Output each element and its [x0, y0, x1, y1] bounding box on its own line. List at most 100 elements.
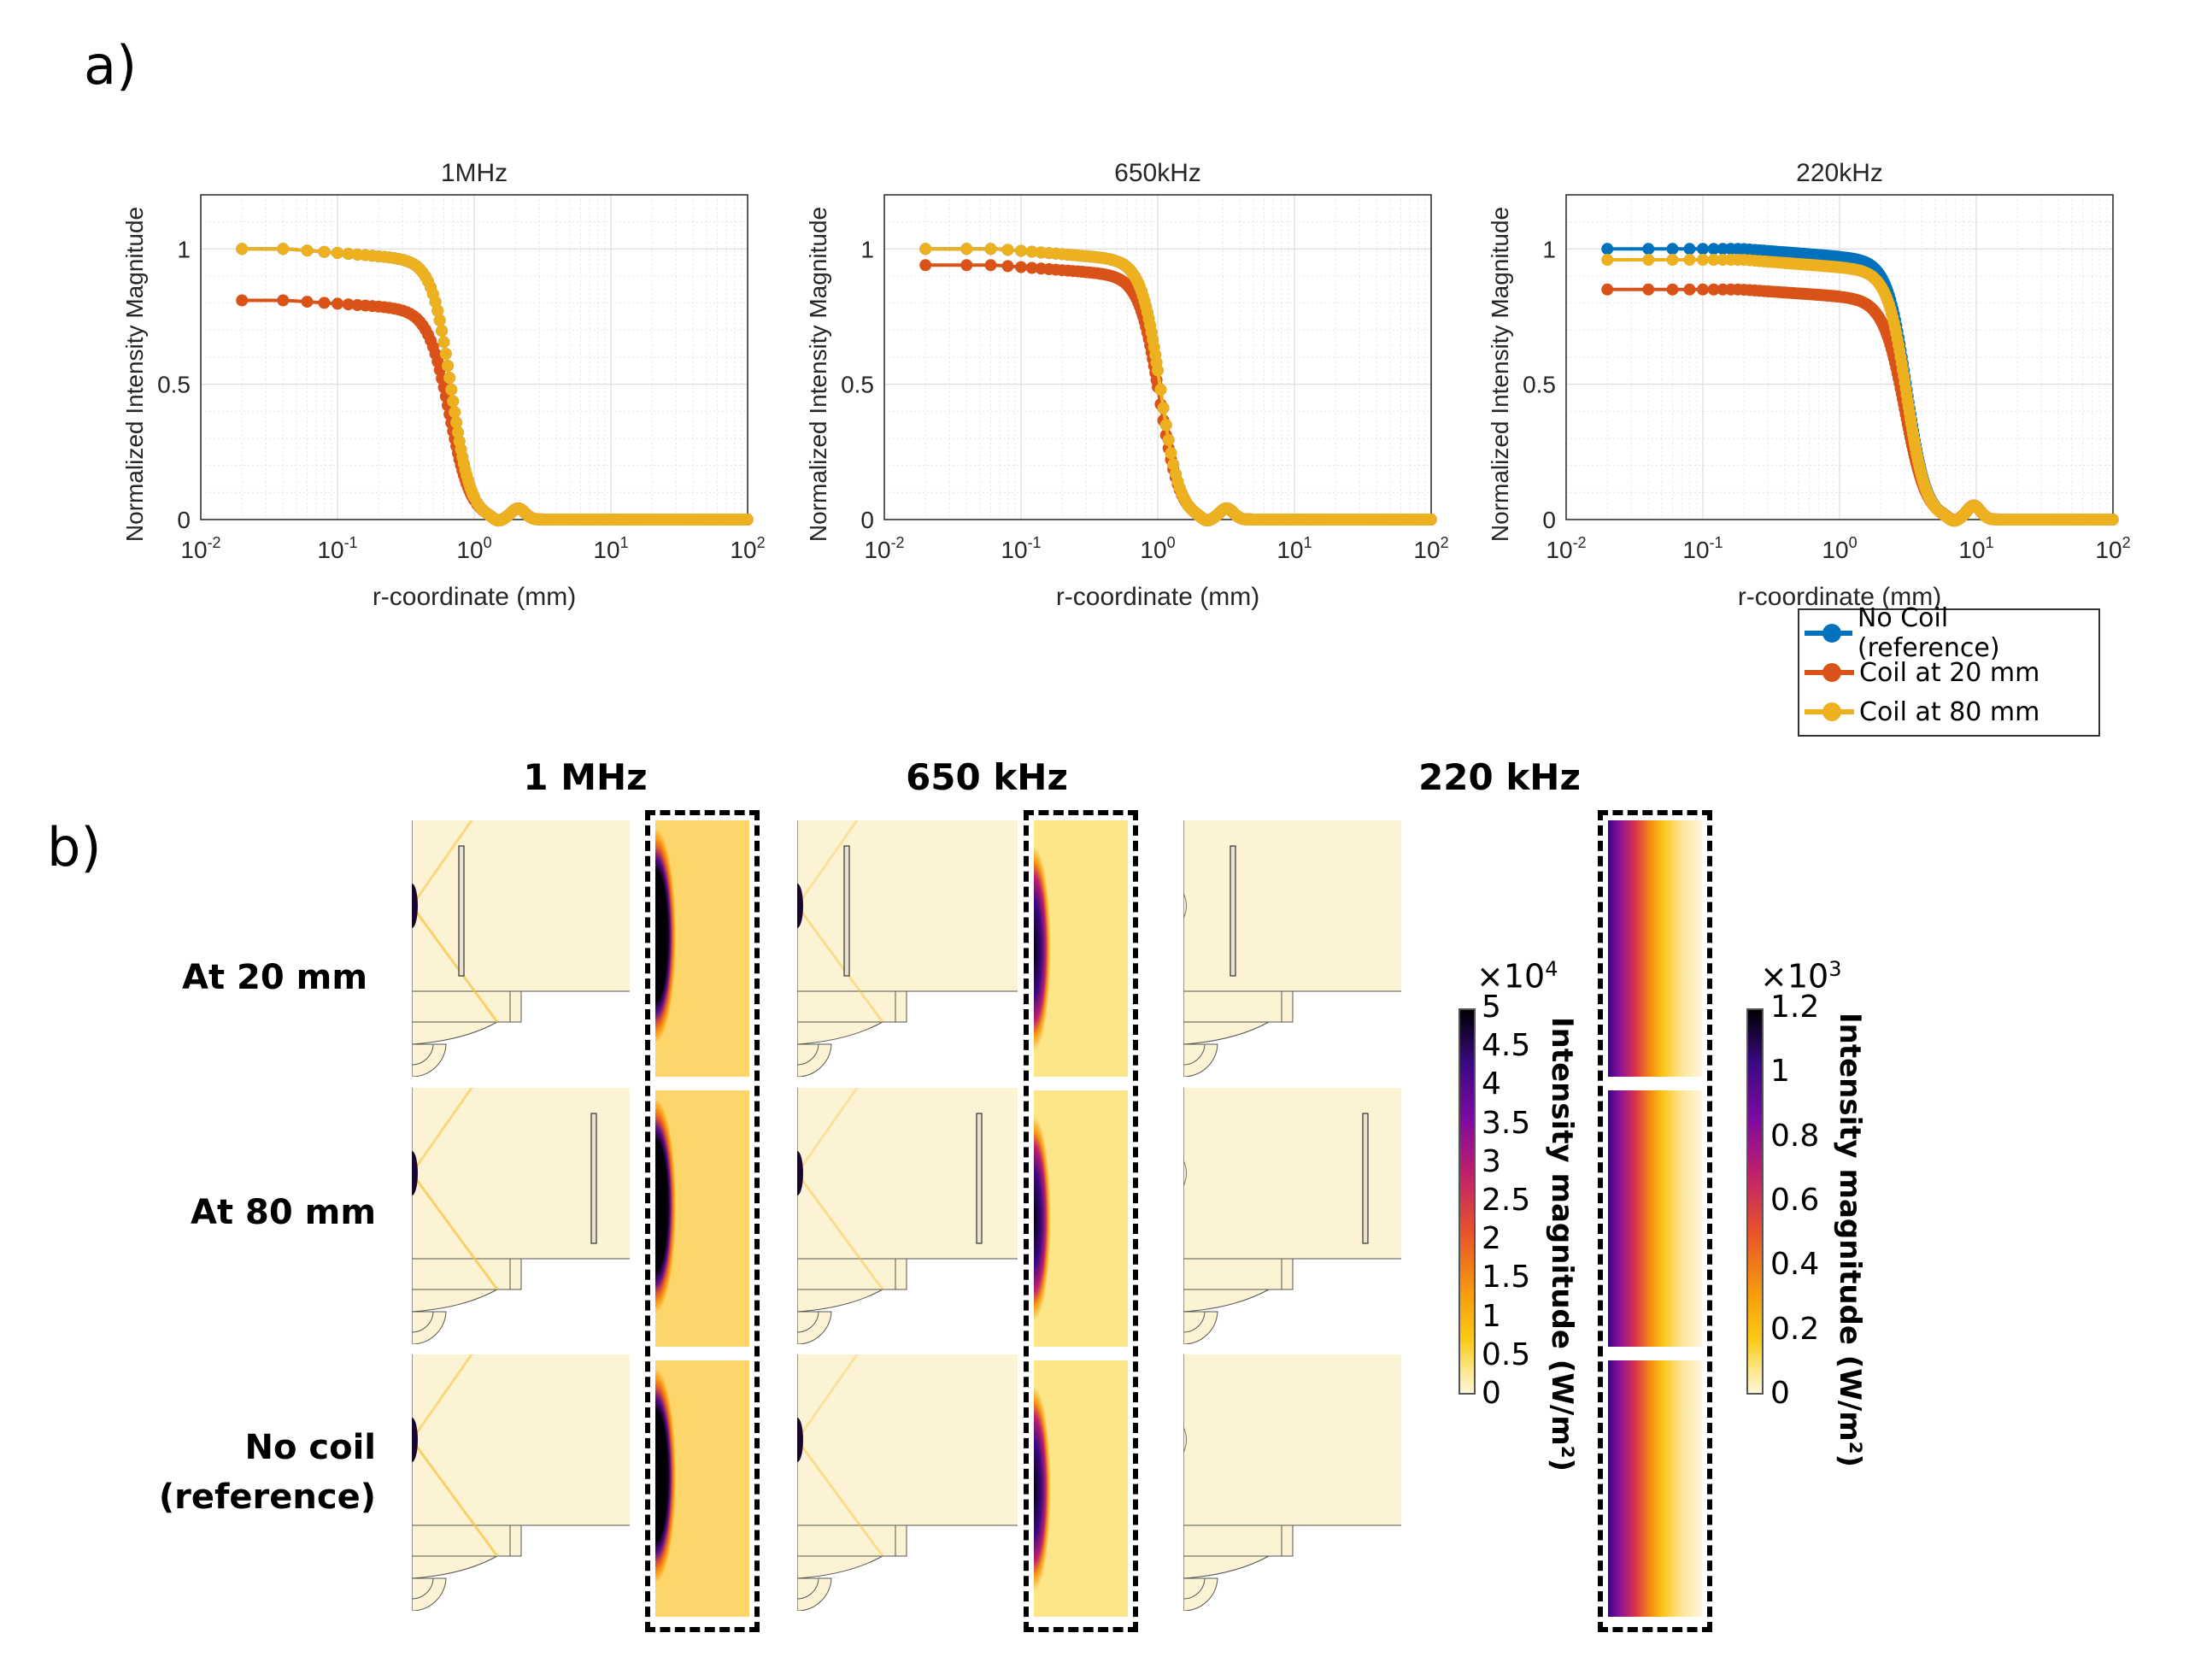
- data-point: [1642, 283, 1655, 296]
- transducer-housing: [412, 1524, 522, 1557]
- coil: [843, 845, 850, 977]
- transducer-housing: [412, 990, 522, 1023]
- colorbar-tick-label: 0.6: [1770, 1183, 1820, 1218]
- y-tick-label: 0: [860, 507, 874, 533]
- row-label-no-coil: No coil (reference): [158, 1428, 376, 1517]
- data-point: [1167, 458, 1180, 471]
- simulation-geometry-panel: [412, 1088, 630, 1344]
- legend-item-coil-20: Coil at 20 mm: [1805, 653, 2090, 692]
- focal-outline: [1183, 892, 1187, 919]
- simulation-geometry-panel: [797, 1088, 1018, 1344]
- transducer-element: [1183, 1311, 1218, 1344]
- x-tick-label: 10-1: [1001, 534, 1041, 563]
- beam-line: [797, 905, 884, 1023]
- transducer-housing: [797, 1524, 907, 1557]
- geometry-svg: [797, 1354, 1018, 1611]
- data-point: [301, 296, 314, 308]
- data-point: [431, 304, 444, 317]
- data-point: [447, 395, 460, 408]
- x-tick-label: 10-1: [1682, 534, 1723, 563]
- colorbar-1-exponent: ×104: [1476, 957, 1558, 996]
- x-axis-label: r-coordinate (mm): [373, 583, 576, 611]
- geometry-svg: [412, 820, 630, 1077]
- data-point: [342, 248, 355, 260]
- x-tick-label: 10-2: [864, 534, 904, 563]
- data-point: [332, 247, 343, 259]
- zoom-intensity-map: [1034, 1090, 1128, 1347]
- colorbar-tick-label: 4: [1482, 1066, 1501, 1102]
- data-point: [1001, 244, 1014, 256]
- colorbar-1: [1458, 1008, 1476, 1395]
- series-coil_80: [919, 243, 1437, 527]
- colorbar-tick-label: 4.5: [1482, 1028, 1531, 1064]
- geometry-svg: [797, 1088, 1018, 1344]
- colorbar-tick-label: 0.8: [1770, 1118, 1820, 1154]
- coil: [458, 845, 465, 977]
- zoom-column-1mhz: [645, 810, 760, 1632]
- data-point: [433, 314, 446, 326]
- transducer-element: [1183, 1043, 1218, 1077]
- beam-line: [412, 1354, 473, 1441]
- transducer-lens: [412, 1555, 498, 1579]
- chart-650khz: 650kHz 0 0.5 1 10-2 10-1 100 101 102 r-coordinate…: [805, 159, 1449, 611]
- data-point: [1642, 254, 1655, 266]
- colorbar-tick-label: 3.5: [1482, 1105, 1531, 1141]
- data-point: [1001, 260, 1014, 273]
- colorbar-tick-label: 2.5: [1482, 1183, 1531, 1218]
- data-point: [445, 384, 458, 396]
- geometry-svg: [412, 1354, 630, 1611]
- transducer-element-inner: [797, 1043, 819, 1066]
- water-domain: [412, 1354, 630, 1525]
- legend-swatch-coil-80: [1805, 702, 1854, 721]
- data-point: [450, 416, 463, 429]
- data-point: [1666, 254, 1679, 266]
- water-domain: [1183, 820, 1401, 991]
- water-domain: [1183, 1088, 1401, 1259]
- data-point: [960, 243, 973, 256]
- focal-spot: [412, 884, 418, 928]
- water-domain: [797, 1088, 1018, 1259]
- transducer-element-inner: [1183, 1043, 1206, 1066]
- data-point: [1165, 447, 1177, 460]
- transducer-element: [797, 1311, 832, 1344]
- data-point: [1025, 245, 1038, 258]
- row-label-80mm: At 80 mm: [191, 1193, 376, 1232]
- transducer-housing: [797, 990, 907, 1023]
- data-point: [318, 245, 331, 258]
- beam-line: [412, 1439, 499, 1557]
- x-tick-label: 10-1: [317, 534, 357, 563]
- data-point: [741, 514, 754, 526]
- data-point: [439, 348, 452, 361]
- x-tick-label: 100: [456, 534, 491, 563]
- geometry-svg: [1183, 820, 1401, 1077]
- zoom-column-650khz: [1024, 810, 1138, 1632]
- focal-outline: [1183, 1160, 1187, 1187]
- data-point: [1683, 254, 1696, 266]
- geometry-svg: [1183, 1088, 1401, 1344]
- simulation-geometry-panel: [1183, 820, 1401, 1077]
- zoom-intensity-map: [1034, 820, 1128, 1077]
- data-point: [1601, 283, 1614, 296]
- data-point: [1601, 254, 1614, 266]
- data-point: [2106, 514, 2119, 526]
- x-tick-label: 10-2: [180, 534, 220, 563]
- axes-box: [883, 194, 1432, 520]
- beam-line: [797, 1439, 884, 1557]
- x-tick-label: 101: [1958, 534, 1993, 563]
- chart-220khz: 220kHz 0 0.5 1 10-2 10-1 100 101 102 r-coordinate…: [1487, 159, 2131, 611]
- y-tick-label: 1: [1542, 236, 1556, 262]
- data-point: [984, 243, 997, 256]
- simulation-geometry-panel: [1183, 1354, 1401, 1611]
- simulation-geometry-panel: [797, 820, 1018, 1077]
- x-tick-label: 100: [1822, 534, 1857, 563]
- beam-line: [797, 1088, 859, 1174]
- data-point: [442, 360, 454, 373]
- legend-item-coil-80: Coil at 80 mm: [1805, 692, 2090, 731]
- x-axis-label: r-coordinate (mm): [1738, 583, 1941, 611]
- colorbar-tick-label: 5: [1482, 990, 1501, 1025]
- focal-spot: [797, 1151, 803, 1195]
- water-domain: [797, 1354, 1018, 1525]
- transducer-element-inner: [1183, 1577, 1206, 1600]
- transducer-housing: [797, 1258, 907, 1290]
- colorbar-tick-label: 1.2: [1770, 990, 1820, 1025]
